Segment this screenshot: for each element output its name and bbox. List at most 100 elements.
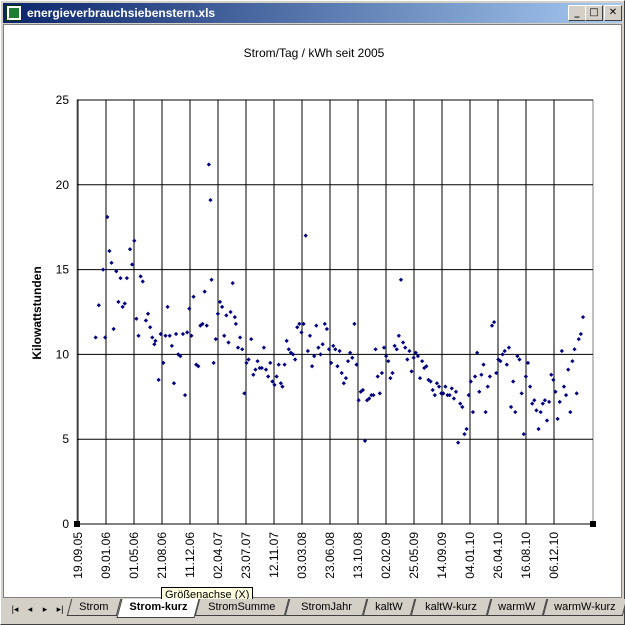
data-point[interactable] [191,294,196,299]
data-point[interactable] [348,350,353,355]
data-point[interactable] [403,345,408,350]
data-point[interactable] [384,353,389,359]
data-point[interactable] [299,330,304,335]
data-point[interactable] [428,379,433,384]
data-point[interactable] [477,389,482,394]
data-point[interactable] [276,362,281,367]
data-point[interactable] [100,267,106,272]
data-point[interactable] [515,353,520,359]
data-point[interactable] [409,369,414,374]
data-point[interactable] [240,347,245,352]
first-sheet-button[interactable]: |◂ [11,604,19,614]
data-point[interactable] [309,364,315,369]
data-point[interactable] [165,304,170,310]
data-point[interactable] [200,321,205,326]
data-point[interactable] [563,392,569,398]
data-point[interactable] [566,367,571,372]
data-point[interactable] [536,426,541,432]
data-point[interactable] [107,248,112,254]
data-point[interactable] [180,331,186,337]
data-point[interactable] [386,359,391,364]
data-point[interactable] [415,353,421,359]
data-point[interactable] [502,348,507,354]
data-point[interactable] [436,384,442,389]
data-point[interactable] [242,391,247,396]
data-point[interactable] [411,355,416,360]
data-point[interactable] [481,362,486,367]
data-point[interactable] [185,330,190,335]
data-point[interactable] [246,357,251,362]
data-point[interactable] [523,374,528,379]
tab-strom-summe[interactable]: StromSumme [194,599,290,616]
data-point[interactable] [504,362,509,367]
data-point[interactable] [295,325,300,330]
data-point[interactable] [494,370,499,376]
data-point[interactable] [93,335,98,340]
data-point[interactable] [544,418,550,423]
data-point[interactable] [132,238,137,243]
data-point[interactable] [318,352,323,357]
data-point[interactable] [447,392,452,398]
data-point[interactable] [508,404,514,410]
data-point[interactable] [398,277,404,282]
data-point[interactable] [307,333,313,338]
tab-warmw[interactable]: warmW [486,599,548,616]
data-point[interactable] [305,348,310,354]
data-point[interactable] [506,345,512,350]
maximize-button[interactable]: □ [585,5,603,21]
data-point[interactable] [534,408,539,413]
data-point[interactable] [462,431,467,437]
data-point[interactable] [360,387,365,393]
data-point[interactable] [352,321,357,326]
data-point[interactable] [513,409,518,415]
data-point[interactable] [519,391,524,396]
data-point[interactable] [293,357,298,362]
data-point[interactable] [124,275,129,281]
data-point[interactable] [324,326,330,332]
data-point[interactable] [204,323,209,328]
data-point[interactable] [373,347,378,352]
data-point[interactable] [270,379,275,384]
chart-sheet[interactable]: Strom/Tag / kWh seit 2005 Kilowattstunde… [3,24,622,598]
data-point[interactable] [530,401,535,406]
data-point[interactable] [161,360,166,366]
data-point[interactable] [255,359,260,364]
data-point[interactable] [341,381,346,386]
data-point[interactable] [335,364,340,369]
data-point[interactable] [483,409,488,415]
data-point[interactable] [453,389,459,394]
data-point[interactable] [350,355,355,360]
data-point[interactable] [228,309,233,315]
data-point[interactable] [171,381,177,386]
data-point[interactable] [169,343,174,349]
data-point[interactable] [525,360,531,366]
data-point[interactable] [394,347,399,352]
data-point[interactable] [145,311,151,316]
data-point[interactable] [209,277,214,282]
data-point[interactable] [339,370,344,376]
data-point[interactable] [158,331,163,337]
next-sheet-button[interactable]: ▸ [42,604,48,614]
data-point[interactable] [472,374,478,379]
data-point[interactable] [449,386,454,391]
data-point[interactable] [388,376,393,381]
data-point[interactable] [215,311,221,316]
data-point[interactable] [392,343,397,349]
data-point[interactable] [498,359,503,364]
prev-sheet-button[interactable]: ◂ [27,604,33,614]
data-point[interactable] [103,335,108,340]
data-point[interactable] [551,377,556,382]
axis-selection-handle[interactable] [590,521,596,527]
data-point[interactable] [326,347,332,352]
tab-strom-kurz[interactable]: Strom-kurz [116,599,200,618]
data-point[interactable] [381,345,387,350]
data-point[interactable] [420,359,425,364]
data-point[interactable] [150,335,155,340]
data-point[interactable] [235,345,241,350]
data-point[interactable] [266,374,271,379]
tab-kaltw[interactable]: kaltW [362,599,416,616]
data-point[interactable] [572,347,577,352]
data-point[interactable] [268,360,273,366]
data-point[interactable] [178,353,183,359]
data-point[interactable] [226,340,231,345]
